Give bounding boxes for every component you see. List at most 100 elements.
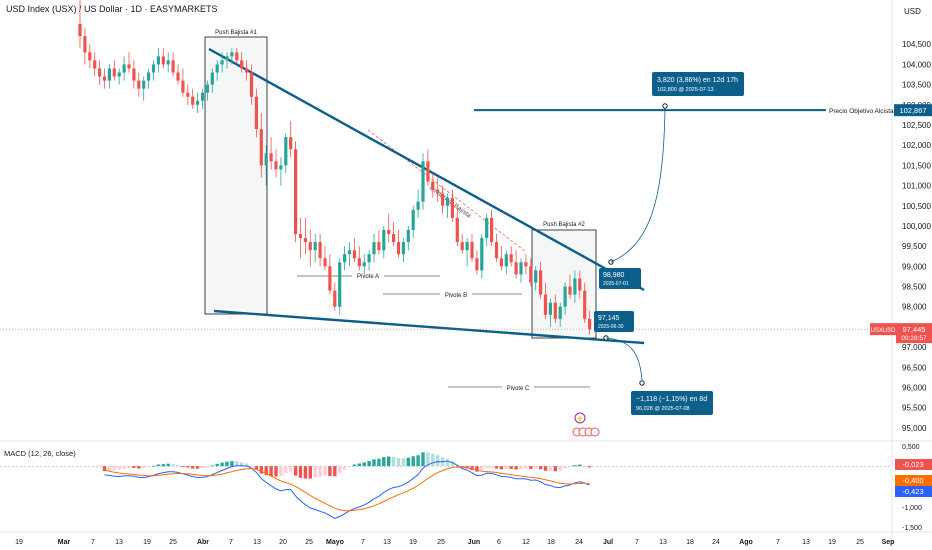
symbol-badge (870, 323, 896, 336)
candle-body (465, 242, 469, 251)
price-tick-label: 101,000 (902, 182, 931, 191)
macd-histogram-bar (293, 466, 298, 476)
symbol-badge-text: USXUSD (870, 328, 896, 334)
candle-body (181, 80, 185, 93)
macd-histogram-bar (416, 455, 420, 467)
candle-body (102, 76, 107, 81)
macd-histogram-bar (333, 466, 337, 477)
candle-body (396, 242, 401, 255)
candle-body (333, 290, 337, 307)
macd-histogram-bar (396, 458, 401, 467)
price-tick-label: 104,500 (902, 40, 931, 49)
trend-dashed-line (367, 129, 527, 253)
target-price-value: 102,867 (899, 106, 926, 115)
time-tick-label: 7 (635, 539, 639, 546)
macd-histogram-bar (220, 462, 224, 467)
macd-histogram-bar (303, 466, 308, 479)
candle-body (338, 262, 342, 307)
down-projection-box (631, 391, 713, 415)
macd-label: MACD (12, 26, close) (4, 449, 76, 458)
time-tick-label: Sep (882, 539, 895, 546)
candle-body (112, 68, 116, 77)
time-tick-label: 19 (409, 539, 417, 546)
candle-body (264, 153, 268, 166)
candle-body (529, 266, 533, 283)
candle-body (563, 286, 567, 307)
lightning-event-icon (574, 412, 586, 424)
macd-value-text: -0,400 (902, 476, 923, 485)
price-tick-label: 99,000 (902, 262, 927, 271)
target-price-label: Precio Objetivo Alcista (829, 108, 894, 115)
candle-body (426, 161, 430, 182)
macd-histogram-bar (494, 466, 499, 469)
price-tick-label: 103,500 (902, 81, 931, 90)
macd-value-badge (895, 475, 932, 486)
time-tick-label: 7 (776, 539, 780, 546)
candle-body (323, 258, 327, 267)
macd-histogram-bar (200, 466, 205, 469)
point1-box (599, 268, 641, 289)
price-tick-label: 102,500 (902, 121, 931, 130)
candle-body (191, 96, 195, 105)
push2-box (531, 229, 597, 339)
candle-body (387, 230, 391, 235)
macd-histogram-bar (347, 466, 352, 467)
price-tick-label: 96,000 (902, 384, 927, 393)
macd-histogram-bar (313, 466, 317, 478)
macd-histogram-bar (342, 466, 347, 470)
time-tick-label: Mayo (326, 539, 344, 546)
candle-body (421, 161, 425, 202)
candle-body (225, 56, 229, 61)
candle-body (534, 270, 538, 283)
candle-body (156, 56, 160, 65)
candle-body (294, 149, 298, 235)
macd-histogram-bar (504, 466, 508, 469)
up-projection-line1: 3,820 (3,86%) en 12d 17h (657, 77, 738, 84)
candle-body (132, 68, 136, 81)
macd-histogram-bar (230, 461, 234, 467)
candle-body (347, 250, 352, 255)
point1-date: 2025-07-01 (603, 281, 629, 287)
candle-body (269, 153, 273, 162)
pivot-a-label: Pivote A (357, 274, 379, 280)
candle-body (259, 129, 263, 166)
candle-body (470, 242, 474, 259)
macd-histogram-bar (225, 461, 229, 467)
macd-histogram-bar (151, 465, 156, 467)
macd-histogram-bar (563, 466, 567, 469)
macd-histogram-bar (519, 466, 523, 469)
up-projection-curve (610, 105, 666, 263)
candle-body (245, 68, 249, 73)
countdown: 09:28:57 (901, 335, 927, 342)
macd-histogram-bar (578, 464, 582, 467)
macd-histogram-bar (475, 466, 479, 472)
up-projection-line2: 102,800 @ 2025-07-13 (657, 87, 714, 93)
candle-body (377, 242, 381, 251)
candle-body (514, 262, 518, 275)
macd-value-badge (895, 486, 932, 497)
candle-body (392, 234, 396, 243)
macd-histogram-bar (382, 457, 386, 467)
macd-histogram-bar (524, 466, 528, 469)
macd-histogram-bar (127, 466, 131, 468)
macd-histogram-bar (460, 466, 464, 468)
macd-histogram-bar (352, 464, 357, 467)
macd-histogram-bar (372, 459, 376, 467)
time-tick-label: 19 (143, 539, 151, 546)
candle-body (98, 68, 102, 77)
candle-body (200, 92, 205, 101)
macd-histogram-bar (436, 455, 440, 467)
up-projection-box (652, 72, 744, 96)
point2-date: 2025-06-30 (598, 324, 624, 330)
lightning-event-glyph: ⚡ (576, 414, 585, 423)
time-tick-label: Ago (739, 539, 753, 546)
time-tick-label: 20 (279, 539, 287, 546)
candle-body (406, 230, 410, 243)
candle-body (509, 254, 513, 263)
candle-body (519, 262, 523, 275)
candle-body (328, 266, 332, 291)
time-tick-label: 7 (229, 539, 233, 546)
candle-body (573, 278, 577, 295)
macd-histogram-bar (534, 466, 538, 469)
